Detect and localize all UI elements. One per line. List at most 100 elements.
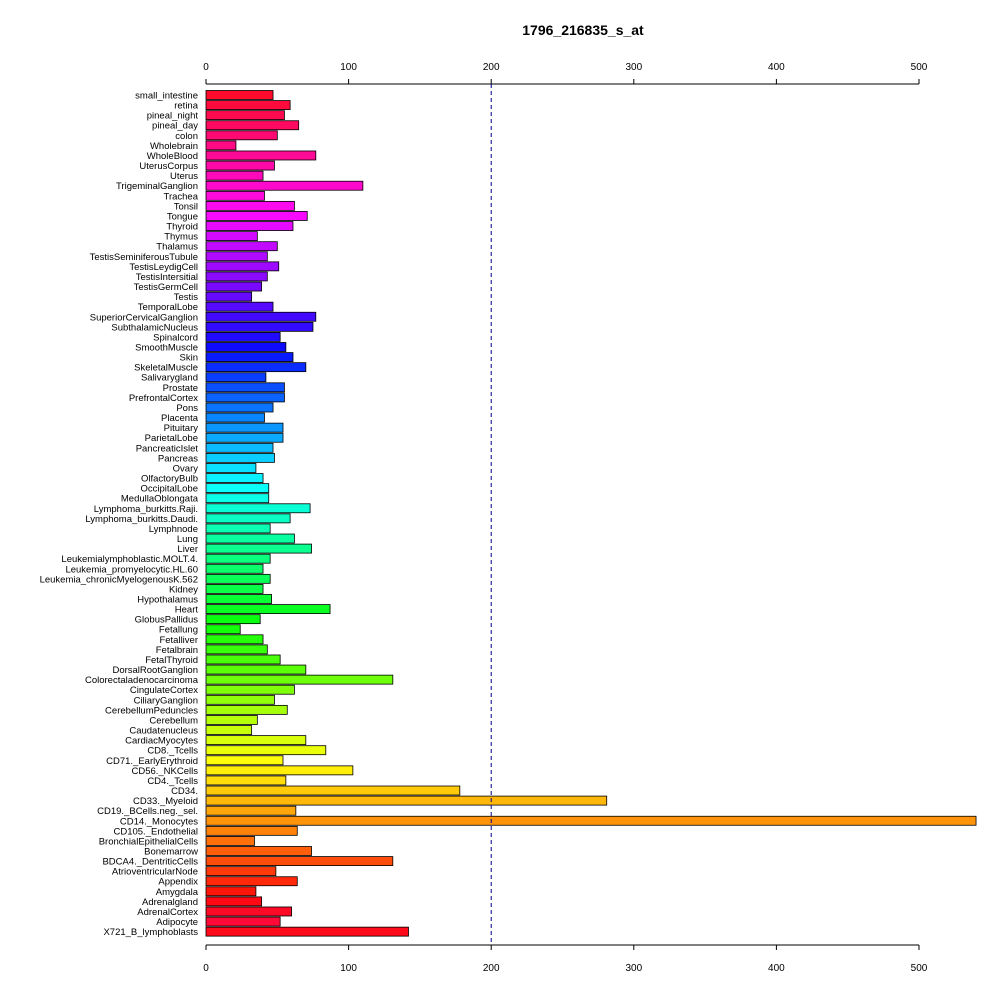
bar [205,402,274,413]
bar [205,311,317,322]
bar [205,805,297,816]
bar [205,654,281,665]
bar [205,694,275,705]
category-label: Leukemia_chronicMyelogenousK.562 [40,574,198,585]
bar [205,896,263,907]
category-label: WholeBlood [147,151,198,162]
category-label: TestisGermCell [134,282,198,293]
bar [205,362,307,373]
bar [205,200,295,211]
bar [205,483,270,494]
bar [205,241,278,252]
bar [205,684,295,695]
bar [205,795,608,806]
category-label: Pancreas [158,453,198,464]
bar [205,755,284,766]
category-label: colon [175,131,198,142]
bar [205,664,307,675]
bar [205,120,300,131]
bar [205,392,285,403]
category-label: Pituitary [164,423,199,434]
category-label: SmoothMuscle [135,343,198,354]
category-label: Lymphoma_burkitts.Raji. [94,504,198,515]
bar [205,725,253,735]
category-label: TrigeminalGanglion [116,181,198,192]
category-label: Caudatenucleus [129,726,198,737]
category-label: TestisLeydigCell [129,262,198,273]
bar [205,432,284,443]
bar [205,856,394,866]
category-label: CD4._Tcells [147,776,198,787]
category-label: BDCA4._DentriticCells [102,857,198,868]
bar [205,342,287,352]
category-label: BronchialEpithelialCells [99,836,199,847]
category-label: Hypothalamus [137,595,198,606]
category-label: GlobusPallidus [135,615,199,626]
bar [205,866,277,877]
category-label: AtrioventricularNode [112,867,198,878]
bar [205,876,298,887]
bar [205,674,394,685]
bar [205,614,261,625]
category-label: Fetalbrain [156,645,198,656]
category-label: SubthalamicNucleus [111,322,198,333]
bar [205,553,271,564]
category-label: Lymphnode [149,524,198,535]
bar [205,785,461,796]
bar [205,352,294,362]
bar [205,886,257,897]
category-label: Trachea [164,191,199,202]
bar [205,735,307,746]
bar [205,825,298,836]
bar [205,594,272,604]
bar [205,382,285,393]
category-label: Leukemialymphoblastic.MOLT.4. [61,554,198,565]
category-label: Kidney [169,584,198,595]
bottom-axis-tick-label: 200 [483,963,500,974]
bar [205,745,327,756]
category-label: CD14._Monocytes [120,816,198,827]
bar [205,412,265,423]
bar [205,90,274,100]
bottom-axis-tick-label: 0 [203,963,209,974]
bar [205,301,274,312]
bar [205,513,291,524]
top-axis: 0 100 200 300 400 500 [203,62,928,85]
category-label: Thyroid [166,222,198,233]
bar [205,704,288,715]
bar [205,624,241,635]
category-label: Fetalliver [159,635,198,646]
bar [205,916,281,927]
category-label: Adrenalgland [142,897,198,908]
bar [205,563,264,574]
category-label: small_intestine [135,91,198,102]
bar [205,523,271,534]
bar [205,442,274,453]
bar [205,180,364,191]
bar [205,543,312,554]
category-label: Skin [180,353,198,364]
category-label: SuperiorCervicalGanglion [90,312,198,323]
category-label: TestisIntersitial [136,272,198,283]
category-label: CD19._BCells.neg._sel. [97,806,198,817]
bottom-axis-tick-label: 100 [340,963,357,974]
category-label: Amygdala [156,887,199,898]
category-label: Lymphoma_burkitts.Daudi. [85,514,198,525]
category-label: OccipitalLobe [140,484,198,495]
category-label: Spinalcord [153,332,198,343]
bar [205,493,270,504]
top-axis-tick-label: 200 [483,62,500,73]
category-label: Appendix [158,877,198,888]
bar [205,251,268,262]
bar [205,634,264,645]
category-label: pineal_day [152,121,198,132]
bottom-axis: 0 100 200 300 400 500 [203,944,928,974]
category-label: Prostate [163,383,198,394]
bar [205,503,311,514]
bar [205,644,268,655]
category-label: CerebellumPeduncles [105,705,198,716]
category-label: PancreaticIslet [136,443,199,454]
category-label: CD33._Myeloid [133,796,198,807]
bar [205,584,264,594]
